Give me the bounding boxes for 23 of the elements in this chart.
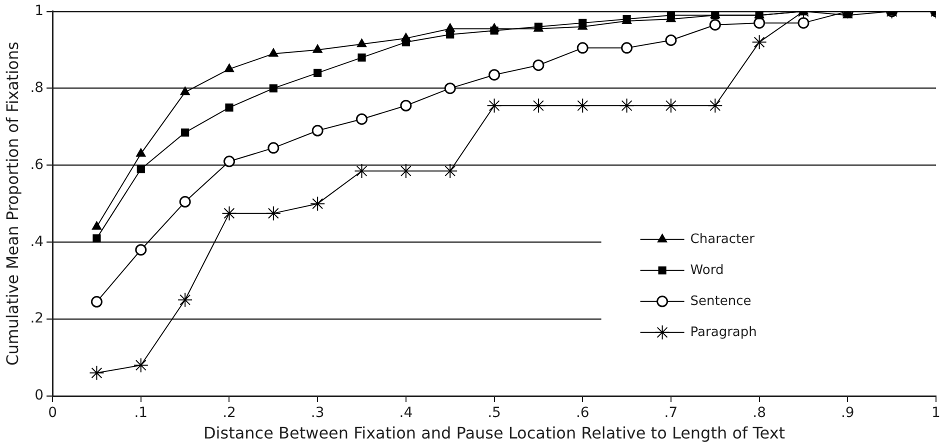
x-tick-label: .3 (310, 405, 324, 422)
y-axis-title: Cumulative Mean Proportion of Fixations (2, 42, 22, 366)
y-tick-label: .2 (30, 310, 44, 327)
x-tick-label: 1 (932, 405, 940, 422)
y-tick-label: .4 (30, 234, 44, 250)
x-tick-label: .1 (134, 405, 148, 422)
x-tick-label: 0 (48, 405, 58, 422)
y-tick-label: .8 (30, 80, 44, 96)
x-tick-label: .7 (664, 405, 678, 422)
x-tick-label: .8 (752, 405, 766, 422)
x-tick-label: .2 (222, 405, 236, 422)
legend-label: Paragraph (690, 324, 757, 340)
legend-label: Sentence (690, 294, 752, 309)
x-axis-title: Distance Between Fixation and Pause Location Relative to Length of Text (203, 424, 786, 443)
x-tick-label: .9 (840, 405, 854, 422)
y-tick-label: 0 (34, 388, 44, 404)
legend-label: Word (690, 262, 724, 278)
legend-label: Character (690, 232, 756, 247)
y-tick-label: .6 (30, 156, 44, 173)
x-tick-label: .4 (399, 405, 413, 422)
x-tick-label: .5 (488, 405, 501, 422)
y-tick-label: 1 (34, 3, 44, 20)
x-tick-label: .6 (576, 405, 590, 422)
